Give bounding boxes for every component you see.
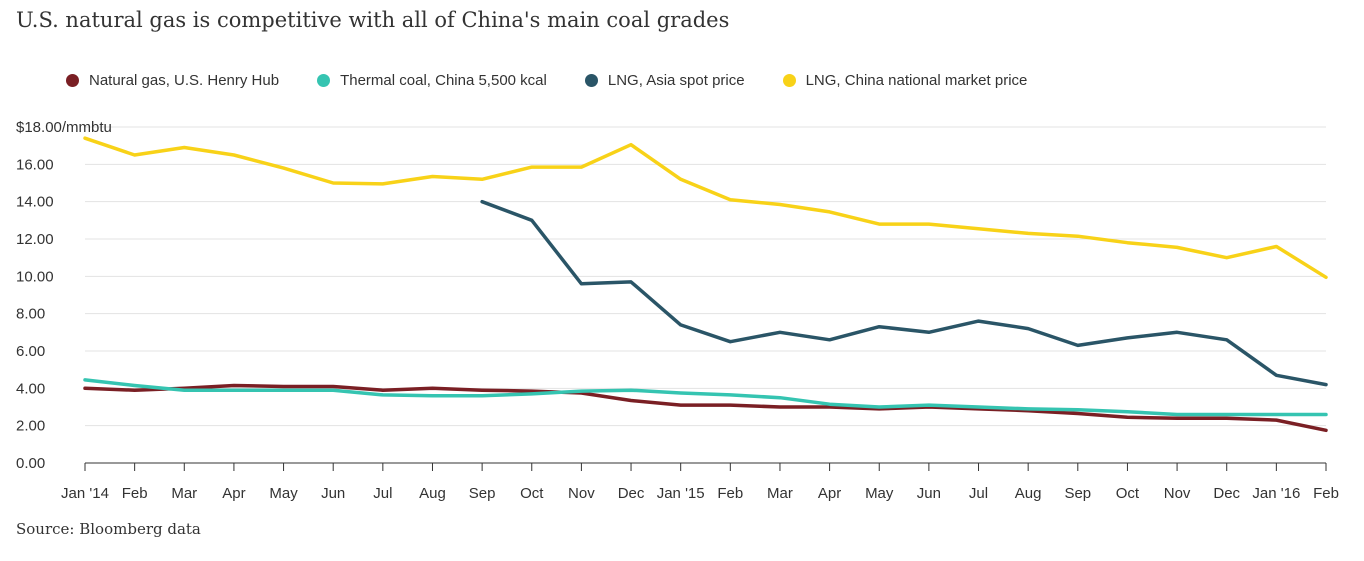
x-tick-label: Jan '14: [61, 485, 109, 502]
x-tick-label: Sep: [469, 485, 496, 502]
x-tick-label: Apr: [222, 485, 245, 502]
chart-legend: Natural gas, U.S. Henry Hub Thermal coal…: [66, 69, 1065, 91]
legend-label-thermal-coal: Thermal coal, China 5,500 kcal: [340, 71, 547, 89]
x-tick-label: Aug: [1015, 485, 1042, 502]
y-tick-label: 10.00: [16, 268, 54, 285]
x-tick-label: Sep: [1064, 485, 1091, 502]
x-tick-label: Dec: [618, 485, 645, 502]
x-tick-label: Jun: [917, 485, 941, 502]
x-tick-label: Jan '16: [1252, 485, 1300, 502]
x-tick-label: Feb: [1313, 485, 1339, 502]
x-tick-label: Jul: [969, 485, 988, 502]
legend-swatch-lng-china-market: [782, 73, 796, 87]
legend-label-lng-china-market: LNG, China national market price: [805, 71, 1028, 89]
x-tick-label: May: [269, 485, 298, 502]
legend-swatch-henry-hub: [66, 73, 79, 87]
y-tick-label: 8.00: [16, 306, 45, 323]
y-tick-label: 6.00: [16, 343, 45, 360]
legend-label-henry-hub: Natural gas, U.S. Henry Hub: [89, 71, 280, 89]
y-tick-label: 4.00: [16, 380, 45, 397]
y-tick-label: 0.00: [16, 455, 45, 472]
legend-item-henry-hub: Natural gas, U.S. Henry Hub: [66, 72, 279, 89]
legend-label-lng-asia-spot: LNG, Asia spot price: [607, 71, 745, 89]
x-tick-label: Dec: [1213, 485, 1240, 502]
legend-item-lng-asia-spot: LNG, Asia spot price: [584, 71, 745, 89]
chart-title: U.S. natural gas is competitive with all…: [16, 8, 730, 32]
x-tick-label: Mar: [767, 485, 793, 502]
y-tick-label: 2.00: [16, 418, 45, 435]
x-tick-label: Feb: [717, 485, 743, 502]
x-tick-label: Aug: [419, 485, 446, 502]
y-tick-label: $18.00/mmbtu: [16, 119, 112, 136]
x-tick-label: Jul: [373, 485, 392, 502]
legend-swatch-thermal-coal: [317, 73, 331, 87]
series-line-3: [83, 136, 1328, 280]
x-tick-label: May: [865, 485, 894, 502]
series-line-0: [83, 383, 1328, 433]
y-tick-label: 14.00: [16, 194, 54, 211]
x-tick-label: Oct: [520, 485, 544, 502]
x-tick-label: Nov: [1164, 485, 1191, 502]
x-tick-label: Mar: [171, 485, 197, 502]
legend-item-thermal-coal: Thermal coal, China 5,500 kcal: [317, 72, 547, 89]
x-tick-label: Apr: [818, 485, 841, 502]
series-line-2: [480, 199, 1328, 387]
y-tick-label: 12.00: [16, 231, 54, 248]
x-tick-label: Oct: [1116, 485, 1140, 502]
x-tick-label: Nov: [568, 485, 595, 502]
source-note: Source: Bloomberg data: [16, 520, 201, 538]
legend-item-lng-china-market: LNG, China national market price: [782, 71, 1028, 89]
legend-swatch-lng-asia-spot: [584, 73, 598, 87]
series-line-1: [83, 378, 1328, 417]
x-tick-label: Jun: [321, 485, 345, 502]
x-tick-label: Jan '15: [657, 485, 705, 502]
y-tick-label: 16.00: [16, 156, 54, 173]
x-tick-label: Feb: [122, 485, 148, 502]
